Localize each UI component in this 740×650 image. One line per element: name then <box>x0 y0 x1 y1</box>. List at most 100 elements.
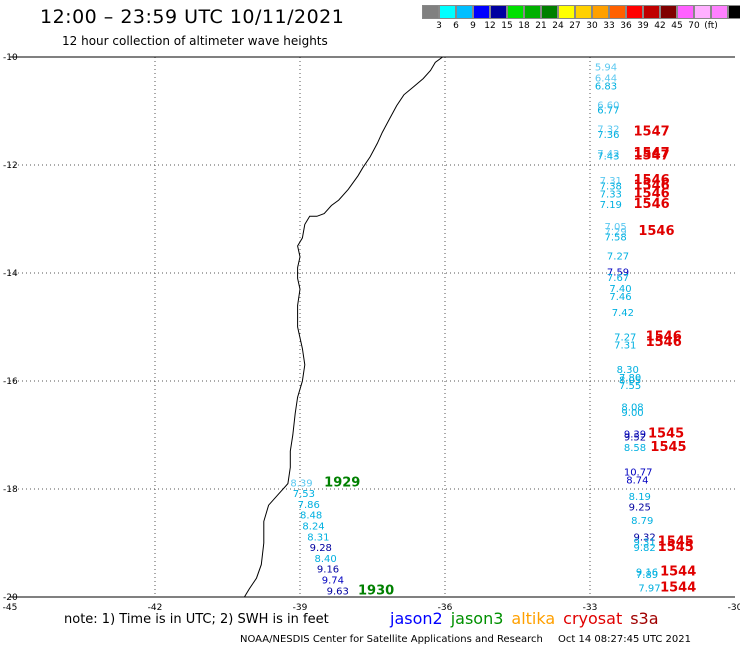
wave-height-value: 9.16 <box>636 567 658 578</box>
lon-tick-label: -36 <box>438 603 453 613</box>
wave-height-value: 7.33 <box>600 189 622 200</box>
legend-swatch <box>660 5 677 19</box>
wave-height-value: 8.48 <box>300 511 322 522</box>
pass-time-label: 1546 <box>634 186 670 201</box>
wave-height-value: 6.44 <box>595 73 617 84</box>
lat-tick-label: -18 <box>3 485 18 495</box>
pass-time-label: 1546 <box>646 335 682 350</box>
wave-height-value: 9.25 <box>629 503 651 514</box>
credits-footer: NOAA/NESDIS Center for Satellite Applica… <box>240 634 703 645</box>
wave-height-value: 7.53 <box>293 489 315 500</box>
legend-label: 45 <box>671 21 683 31</box>
wave-height-value: 7.31 <box>614 341 636 352</box>
wave-height-value: 8.19 <box>629 492 651 503</box>
legend-swatches <box>422 5 740 19</box>
credits-org: NOAA/NESDIS Center for Satellite Applica… <box>240 634 543 645</box>
pass-time-label: 1545 <box>650 440 686 455</box>
lon-tick-label: -30 <box>728 603 740 613</box>
legend-label: 33 <box>603 21 615 31</box>
lat-tick-label: -16 <box>3 377 18 387</box>
wave-height-value: 8.31 <box>307 532 329 543</box>
wave-height-value: 7.40 <box>609 284 631 295</box>
wave-height-value: 7.19 <box>600 200 622 211</box>
wave-height-value: 7.89 <box>636 570 658 581</box>
wave-height-value: 8.08 <box>621 403 643 414</box>
wave-height-value: 7.38 <box>600 181 622 192</box>
credits-timestamp: Oct 14 08:27:45 UTC 2021 <box>558 634 691 645</box>
wave-height-value: 9.31 <box>634 538 656 549</box>
legend-label: (ft) <box>704 21 718 31</box>
pass-time-label: 1545 <box>658 540 694 555</box>
legend-swatch <box>609 5 626 19</box>
wave-height-value: 5.94 <box>595 63 617 74</box>
page-title: 12:00 – 23:59 UTC 10/11/2021 <box>40 6 345 28</box>
legend-label: 9 <box>470 21 476 31</box>
legend-label: 24 <box>552 21 564 31</box>
footer-note: note: 1) Time is in UTC; 2) SWH is in fe… <box>64 612 329 627</box>
legend-swatch <box>456 5 473 19</box>
wave-height-value: 7.55 <box>619 381 641 392</box>
legend-swatch <box>728 5 740 19</box>
legend-label: 15 <box>501 21 513 31</box>
lat-tick-label: -10 <box>3 53 18 63</box>
pass-time-label: 1547 <box>634 124 670 139</box>
coastline <box>243 56 443 598</box>
legend-label: 6 <box>453 21 459 31</box>
wave-height-value: 9.32 <box>634 532 656 543</box>
wave-height-value: 8.58 <box>624 443 646 454</box>
wave-height-value: 6.60 <box>597 100 619 111</box>
legend-swatch <box>711 5 728 19</box>
wave-height-value: 8.05 <box>619 376 641 387</box>
pass-time-label: 1546 <box>634 173 670 188</box>
legend-swatch <box>490 5 507 19</box>
lat-tick-label: -14 <box>3 269 18 279</box>
legend-swatch <box>626 5 643 19</box>
legend-swatch <box>592 5 609 19</box>
legend-swatch <box>422 5 439 19</box>
satellite-cryosat: cryosat <box>563 609 623 628</box>
pass-time-label: 1545 <box>658 535 694 550</box>
wave-height-value: 9.63 <box>327 586 349 597</box>
satellite-jason2: jason2 <box>390 609 443 628</box>
wave-height-value: 7.42 <box>597 149 619 160</box>
pass-time-label: 1546 <box>646 330 682 345</box>
wave-height-value: 8.30 <box>617 365 639 376</box>
legend-swatch <box>694 5 711 19</box>
wave-height-value: 6.77 <box>597 106 619 117</box>
wave-height-value: 9.00 <box>621 408 643 419</box>
wave-height-value: 7.29 <box>605 227 627 238</box>
pass-time-label: 1930 <box>358 583 394 598</box>
wave-height-value: 8.74 <box>626 476 648 487</box>
legend-swatch <box>677 5 694 19</box>
wave-height-value: 9.82 <box>634 543 656 554</box>
legend-swatch <box>473 5 490 19</box>
legend-label: 39 <box>637 21 649 31</box>
wave-height-value: 7.46 <box>609 292 631 303</box>
wave-height-value: 8.39 <box>290 478 312 489</box>
legend-swatch <box>507 5 524 19</box>
lon-tick-label: -45 <box>3 603 18 613</box>
wave-height-value: 7.58 <box>605 233 627 244</box>
lon-tick-label: -33 <box>583 603 598 613</box>
legend-label: 36 <box>620 21 632 31</box>
legend-swatch <box>643 5 660 19</box>
wave-height-value: 7.36 <box>597 130 619 141</box>
legend-swatch <box>575 5 592 19</box>
lat-tick-label: -20 <box>3 593 18 603</box>
legend-swatch <box>541 5 558 19</box>
legend-label: 12 <box>484 21 496 31</box>
pass-time-label: 1545 <box>648 427 684 442</box>
wave-height-value: 9.28 <box>310 543 332 554</box>
wave-height-value: 9.16 <box>317 565 339 576</box>
wave-height-value: 6.83 <box>595 81 617 92</box>
wave-height-value: 7.27 <box>607 252 629 263</box>
legend-swatch <box>558 5 575 19</box>
pass-time-label: 1544 <box>660 581 696 596</box>
wave-height-value: 7.31 <box>600 176 622 187</box>
wave-height-value: 7.86 <box>298 500 320 511</box>
wave-height-value: 8.79 <box>631 516 653 527</box>
satellite-jason3: jason3 <box>450 609 504 628</box>
lon-tick-label: -39 <box>293 603 308 613</box>
legend-swatch <box>439 5 456 19</box>
